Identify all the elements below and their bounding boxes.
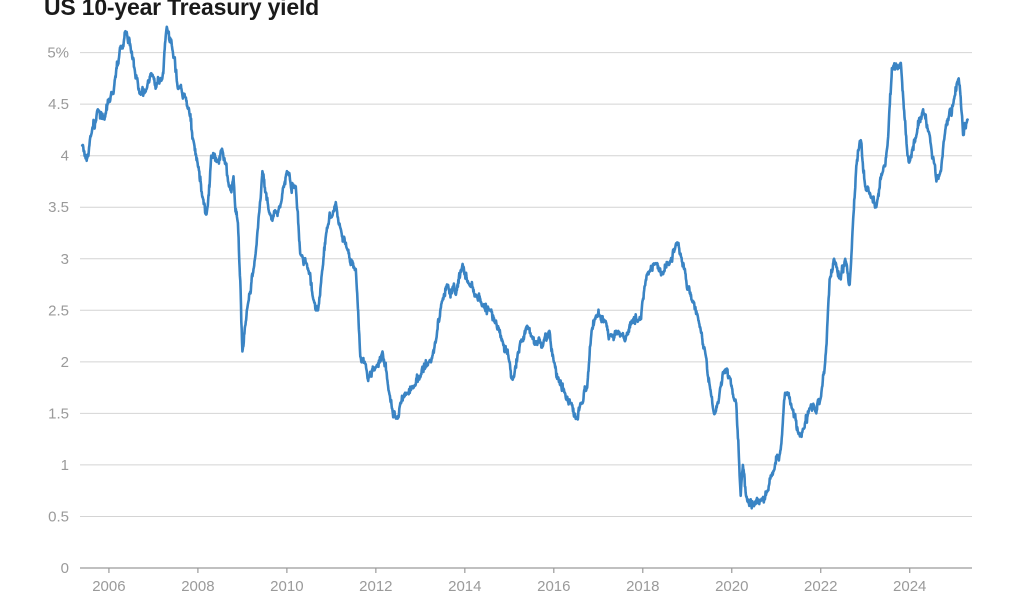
y-tick-label: 2.5: [48, 302, 69, 319]
y-tick-label: 3.5: [48, 199, 69, 216]
x-tick-label: 2008: [181, 578, 214, 591]
x-tick-label: 2020: [715, 578, 748, 591]
x-tick-label: 2014: [448, 578, 481, 591]
x-tick-label: 2006: [92, 578, 125, 591]
x-tick-label: 2024: [893, 578, 926, 591]
chart-title: US 10-year Treasury yield: [44, 0, 319, 20]
y-tick-label: 1.5: [48, 405, 69, 422]
x-axis-tick-labels: 2006 2008 2010 2012 2014 2016 2018 2020 2022 2024: [92, 568, 926, 591]
y-tick-label: 4: [61, 148, 69, 165]
y-axis-tick-labels: 0 0.5 1 1.5 2 2.5 3 3.5 4 4.5 5%: [47, 45, 69, 577]
gridlines: [80, 52, 972, 517]
x-tick-label: 2018: [626, 578, 659, 591]
y-tick-label: 3: [61, 251, 69, 268]
x-tick-label: 2012: [359, 578, 392, 591]
y-tick-label: 0: [61, 560, 69, 577]
x-tick-label: 2010: [270, 578, 303, 591]
y-tick-label: 5%: [47, 45, 69, 62]
y-tick-label: 4.5: [48, 96, 69, 113]
x-tick-label: 2022: [804, 578, 837, 591]
y-tick-label: 0.5: [48, 508, 69, 525]
series-line: [80, 25, 969, 510]
y-tick-label: 1: [61, 457, 69, 474]
y-tick-label: 2: [61, 354, 69, 371]
series-layer: [80, 25, 969, 510]
x-tick-label: 2016: [537, 578, 570, 591]
